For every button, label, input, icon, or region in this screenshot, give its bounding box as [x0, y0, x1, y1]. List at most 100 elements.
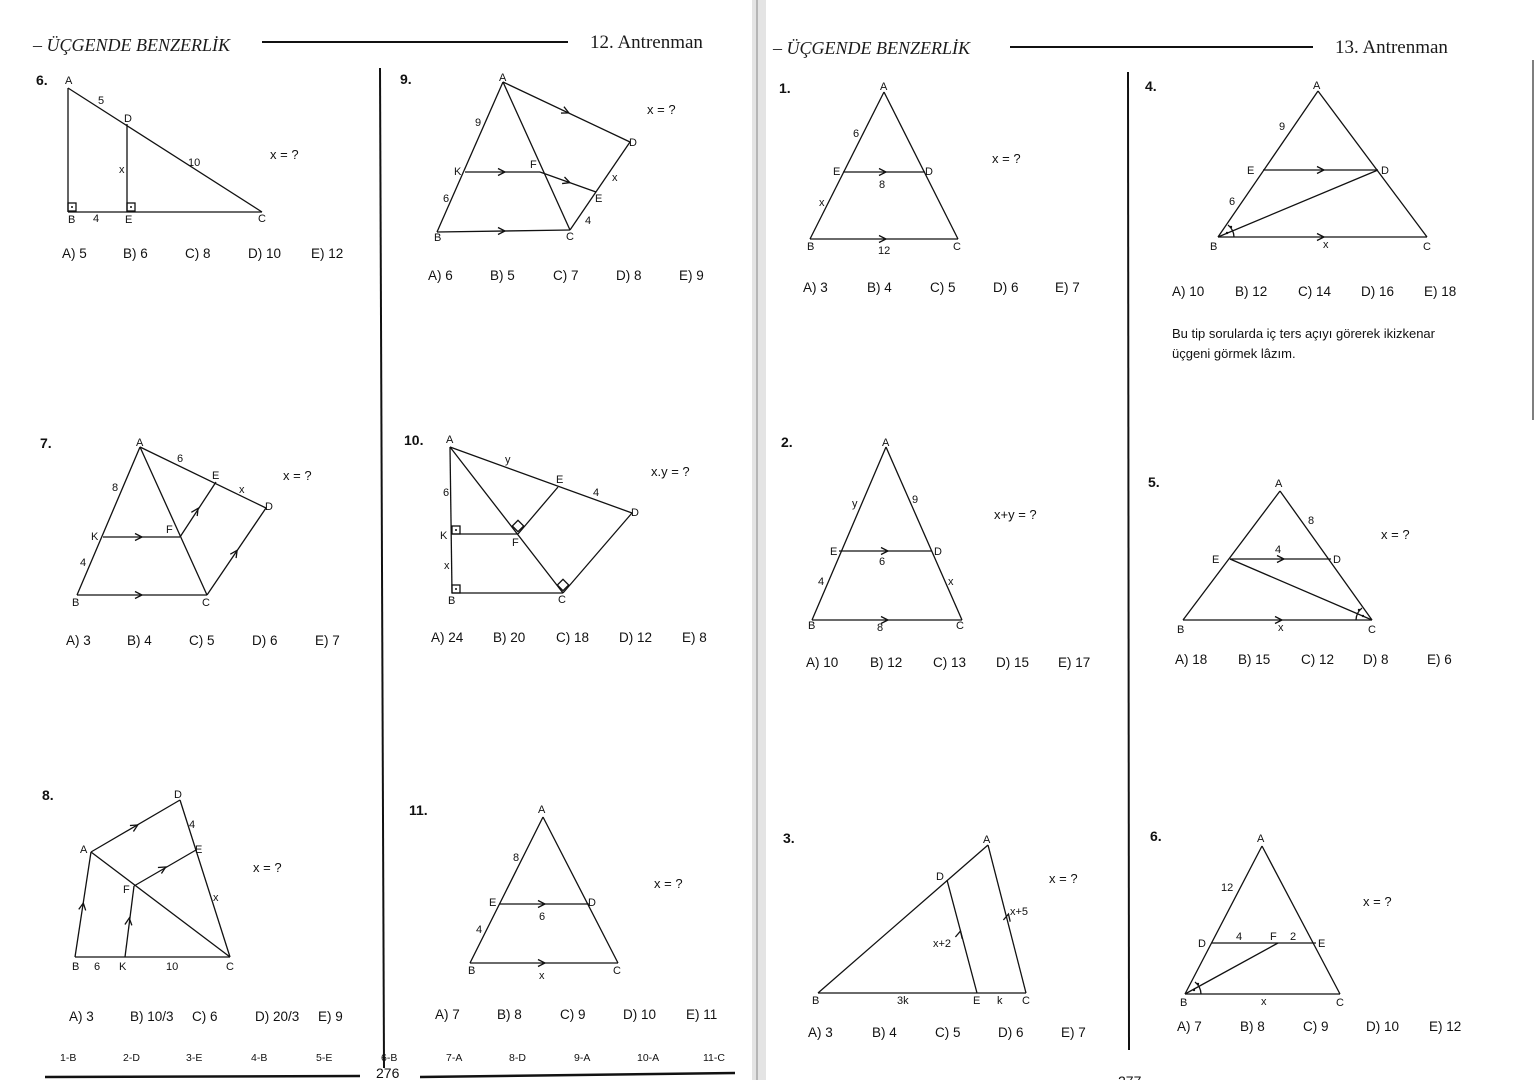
- figure-label: B: [448, 595, 455, 607]
- figure-label: 8: [877, 622, 883, 634]
- answer-option[interactable]: C) 6: [192, 1009, 218, 1024]
- figure-label: 4: [585, 215, 591, 227]
- answer-option[interactable]: D) 6: [252, 633, 278, 648]
- answer-option[interactable]: A) 7: [435, 1007, 460, 1022]
- answer-option[interactable]: C) 5: [930, 280, 956, 295]
- answer-option[interactable]: B) 15: [1238, 652, 1270, 667]
- figure-segment: [1317, 90, 1428, 238]
- figure-label: A: [446, 434, 454, 446]
- answer-option[interactable]: D) 20/3: [255, 1009, 299, 1024]
- answer-option[interactable]: B) 5: [490, 268, 515, 283]
- parallel-arrow-icon: [1002, 912, 1011, 922]
- answer-option[interactable]: B) 4: [867, 280, 892, 295]
- answer-option[interactable]: C) 13: [933, 655, 966, 670]
- left-antrenman-title: 12. Antrenman: [590, 32, 703, 53]
- problem-question: x.y = ?: [651, 464, 690, 479]
- problem-number: 8.: [42, 787, 54, 803]
- figure-segment: [1217, 90, 1319, 238]
- answer-option[interactable]: D) 10: [623, 1007, 656, 1022]
- figure-label: y: [852, 498, 858, 510]
- answer-key: 1-B 2-D 3-E 4-B 5-E 6-B 7-A 8-D 9-A 10-A 11-C: [60, 1052, 725, 1064]
- geometry-figure: A 8 4 E D B x C: [1177, 478, 1376, 636]
- answer-option[interactable]: C) 5: [189, 633, 215, 648]
- answer-option[interactable]: C) 7: [553, 268, 579, 283]
- answer-option[interactable]: B) 12: [1235, 284, 1267, 299]
- answer-option[interactable]: A) 3: [803, 280, 828, 295]
- figure-label: 6: [443, 193, 449, 205]
- figure-label: x: [444, 560, 450, 572]
- figure-label: D: [1333, 554, 1341, 566]
- answer-option[interactable]: B) 12: [870, 655, 902, 670]
- figure-label: D: [925, 166, 933, 178]
- problem-number: 9.: [400, 71, 412, 87]
- figure-segment: [811, 446, 887, 621]
- answer-option[interactable]: B) 20: [493, 630, 525, 645]
- figure-label: E: [830, 546, 837, 558]
- figure-label: B: [1177, 624, 1184, 636]
- answer-option[interactable]: E) 7: [315, 633, 340, 648]
- answer-option[interactable]: A) 18: [1175, 652, 1207, 667]
- answer-option[interactable]: A) 24: [431, 630, 464, 645]
- answer-option[interactable]: C) 9: [560, 1007, 586, 1022]
- answer-option[interactable]: C) 9: [1303, 1019, 1329, 1034]
- answer-option[interactable]: E) 17: [1058, 655, 1090, 670]
- answer-option[interactable]: D) 10: [1366, 1019, 1399, 1034]
- answer-option[interactable]: C) 18: [556, 630, 589, 645]
- answer-option[interactable]: B) 8: [497, 1007, 522, 1022]
- answer-option[interactable]: E) 7: [1061, 1025, 1086, 1040]
- left-column-divider: [379, 67, 385, 1069]
- answer-option[interactable]: A) 3: [66, 633, 91, 648]
- figure-label: C: [226, 961, 234, 973]
- parallel-arrow-icon: [880, 615, 890, 625]
- answer-option[interactable]: E) 12: [311, 246, 343, 261]
- answer-option[interactable]: B) 8: [1240, 1019, 1265, 1034]
- angle-arc-icon: [1227, 224, 1235, 238]
- answer-option[interactable]: E) 9: [679, 268, 704, 283]
- answer-option[interactable]: C) 12: [1301, 652, 1334, 667]
- answer-option[interactable]: D) 6: [998, 1025, 1024, 1040]
- answer-option[interactable]: A) 10: [806, 655, 838, 670]
- answer-option[interactable]: B) 4: [872, 1025, 897, 1040]
- answer-option[interactable]: E) 8: [682, 630, 707, 645]
- answer-option[interactable]: A) 6: [428, 268, 453, 283]
- answer-option[interactable]: B) 6: [123, 246, 148, 261]
- parallel-arrow-icon: [562, 176, 572, 185]
- answer-option[interactable]: D) 10: [248, 246, 281, 261]
- figure-label: A: [1257, 833, 1265, 845]
- answer-option[interactable]: A) 3: [69, 1009, 94, 1024]
- problem-p8: 8. x = ? D 4 Ex A F B 6 K 10 C A) 3 B) 10/3 C) 6 D) 20/…: [42, 787, 343, 1024]
- answer-option[interactable]: A) 5: [62, 246, 87, 261]
- answer-option[interactable]: C) 14: [1298, 284, 1332, 299]
- figure-label: A: [1275, 478, 1283, 490]
- geometry-figure: A 5 D 10 x B 4 E C: [65, 75, 266, 226]
- answer-option[interactable]: A) 7: [1177, 1019, 1202, 1034]
- answer-option[interactable]: E) 7: [1055, 280, 1080, 295]
- answer-option[interactable]: B) 4: [127, 633, 152, 648]
- answer-option[interactable]: D) 16: [1361, 284, 1394, 299]
- answer-option[interactable]: C) 8: [185, 246, 211, 261]
- answer-option[interactable]: D) 6: [993, 280, 1019, 295]
- angle-dot: [1361, 614, 1365, 618]
- figure-label: 6: [1229, 196, 1235, 208]
- answer-option[interactable]: A) 10: [1172, 284, 1204, 299]
- answer-option[interactable]: D) 15: [996, 655, 1029, 670]
- answer-option[interactable]: E) 12: [1429, 1019, 1461, 1034]
- answer-option[interactable]: C) 5: [935, 1025, 961, 1040]
- geometry-figure: A 6 E 8 Dx B 12 C: [807, 81, 961, 257]
- right-header-title: – ÜÇGENDE BENZERLİK: [772, 38, 971, 58]
- answer-option[interactable]: E) 11: [686, 1007, 717, 1022]
- answer-option[interactable]: D) 8: [616, 268, 642, 283]
- problem-question: x = ?: [1049, 871, 1078, 886]
- answer-option[interactable]: B) 10/3: [130, 1009, 174, 1024]
- problem-p11: 11. x = ? A 8 E 6 D 4 B x C A) 7 B) 8 C) 9 D) 10 E) 11: [409, 802, 717, 1022]
- answer-option[interactable]: E) 6: [1427, 652, 1452, 667]
- answer-option[interactable]: D) 12: [619, 630, 652, 645]
- answer-option[interactable]: D) 8: [1363, 652, 1389, 667]
- figure-label: 4: [189, 819, 195, 831]
- figure-label: B: [68, 214, 75, 226]
- answer-option[interactable]: E) 18: [1424, 284, 1456, 299]
- figure-label: B: [72, 961, 79, 973]
- answer-option[interactable]: E) 9: [318, 1009, 343, 1024]
- answer-option[interactable]: A) 3: [808, 1025, 833, 1040]
